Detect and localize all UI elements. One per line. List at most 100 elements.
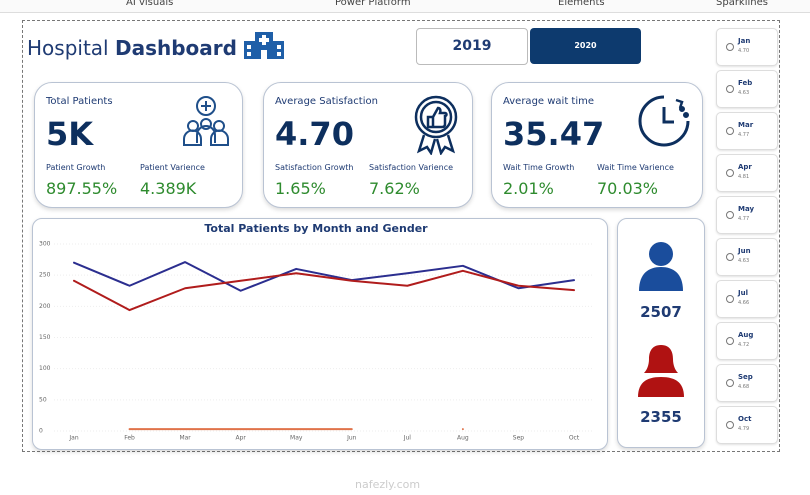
kpi-title: Average wait time xyxy=(503,96,595,107)
radio[interactable] xyxy=(726,211,734,219)
month-name: Jan xyxy=(738,37,751,45)
month-value: 4.63 xyxy=(738,90,750,96)
tab[interactable]: AI visuals xyxy=(126,0,174,8)
satisfaction-icon xyxy=(414,95,458,155)
patients-icon xyxy=(183,96,229,146)
kpi-value: 35.47 xyxy=(503,115,605,153)
kpi-label: Patient Growth xyxy=(46,163,106,172)
month-option[interactable]: Aug 4.72 xyxy=(716,322,778,360)
kpi-subvalue: 70.03% xyxy=(597,179,659,198)
radio[interactable] xyxy=(726,169,734,177)
radio[interactable] xyxy=(726,253,734,261)
chart-card: Total Patients by Month and Gender 0 50 10… xyxy=(32,218,608,450)
clock-icon xyxy=(638,95,690,147)
month-option[interactable]: Mar 4.77 xyxy=(716,112,778,150)
kpi-label: Patient Varience xyxy=(140,163,205,172)
female-count: 2355 xyxy=(640,408,682,426)
radio[interactable] xyxy=(726,379,734,387)
month-value: 4.72 xyxy=(738,342,750,348)
month-value: 4.63 xyxy=(738,258,750,264)
male-count: 2507 xyxy=(640,303,682,321)
month-name: Jul xyxy=(738,289,748,297)
y-tick-label: 200 xyxy=(39,303,51,310)
kpi-card: Average Satisfaction 4.70 Satisfaction G… xyxy=(263,82,473,208)
female-icon xyxy=(638,345,684,397)
kpi-card: Average wait time 35.47 Wait Time Growth… xyxy=(491,82,703,208)
month-value: 4.77 xyxy=(738,216,750,222)
month-name: Aug xyxy=(738,331,754,339)
month-option[interactable]: Feb 4.63 xyxy=(716,70,778,108)
month-name: Jun xyxy=(738,247,751,255)
month-value: 4.81 xyxy=(738,174,750,180)
x-tick-label: Sep xyxy=(513,435,525,442)
y-tick-label: 300 xyxy=(39,241,51,248)
month-name: Apr xyxy=(738,163,752,171)
x-tick-label: Feb xyxy=(124,435,135,442)
hospital-icon xyxy=(244,32,284,59)
x-tick-label: Oct xyxy=(569,435,580,442)
month-name: Sep xyxy=(738,373,753,381)
month-value: 4.66 xyxy=(738,300,750,306)
month-option[interactable]: Jul 4.66 xyxy=(716,280,778,318)
x-tick-label: Jan xyxy=(68,435,78,442)
month-option[interactable]: Sep 4.68 xyxy=(716,364,778,402)
kpi-value: 4.70 xyxy=(275,115,354,153)
series-line xyxy=(73,261,575,292)
month-name: May xyxy=(738,205,755,213)
month-option[interactable]: Jun 4.63 xyxy=(716,238,778,276)
month-option[interactable]: May 4.77 xyxy=(716,196,778,234)
month-option[interactable]: Oct 4.79 xyxy=(716,406,778,444)
tab[interactable]: Sparklines xyxy=(716,0,768,8)
title-bold: Dashboard xyxy=(114,36,237,60)
y-tick-label: 250 xyxy=(39,272,51,279)
x-tick-label: Jul xyxy=(403,435,412,442)
kpi-subvalue: 897.55% xyxy=(46,179,118,198)
x-tick-label: Aug xyxy=(457,435,469,442)
radio[interactable] xyxy=(726,421,734,429)
kpi-label: Satisfaction Varience xyxy=(369,163,454,172)
gender-card: 2507 2355 xyxy=(617,218,705,448)
x-tick-label: May xyxy=(290,435,303,442)
radio[interactable] xyxy=(726,85,734,93)
kpi-subvalue: 7.62% xyxy=(369,179,420,198)
month-value: 4.70 xyxy=(738,48,750,54)
radio[interactable] xyxy=(726,295,734,303)
x-tick-label: Mar xyxy=(179,435,191,442)
kpi-label: Satisfaction Growth xyxy=(275,163,354,172)
month-name: Feb xyxy=(738,79,753,87)
month-name: Mar xyxy=(738,121,754,129)
line-chart: Total Patients by Month and Gender 0 50 10… xyxy=(39,222,594,442)
year-button[interactable]: 2019 xyxy=(416,28,528,65)
month-option[interactable]: Apr 4.81 xyxy=(716,154,778,192)
x-tick-label: Apr xyxy=(235,435,246,442)
year-button-selected[interactable]: 2020 xyxy=(530,28,641,64)
chart-title: Total Patients by Month and Gender xyxy=(204,222,428,235)
month-value: 4.79 xyxy=(738,426,750,432)
dashboard-title: Hospital Dashboard xyxy=(27,36,237,60)
x-tick-label: Jun xyxy=(346,435,357,442)
y-tick-label: 0 xyxy=(39,428,43,435)
month-value: 4.68 xyxy=(738,384,750,390)
month-option[interactable]: Jan 4.70 xyxy=(716,28,778,66)
title-light: Hospital xyxy=(27,36,109,60)
month-value: 4.77 xyxy=(738,132,750,138)
radio[interactable] xyxy=(726,43,734,51)
watermark: nafezly.com xyxy=(355,478,421,491)
kpi-subvalue: 1.65% xyxy=(275,179,326,198)
ribbon-tabs xyxy=(0,0,810,13)
kpi-label: Wait Time Varience xyxy=(597,163,674,172)
radio[interactable] xyxy=(726,127,734,135)
tab[interactable]: Elements xyxy=(558,0,605,8)
kpi-title: Total Patients xyxy=(46,96,113,107)
male-icon xyxy=(639,242,683,291)
y-tick-label: 150 xyxy=(39,334,51,341)
month-name: Oct xyxy=(738,415,752,423)
y-tick-label: 100 xyxy=(39,365,51,372)
tab[interactable]: Power Platform xyxy=(335,0,411,8)
kpi-title: Average Satisfaction xyxy=(275,96,378,107)
kpi-subvalue: 4.389K xyxy=(140,179,197,198)
kpi-value: 5K xyxy=(46,115,94,153)
y-tick-label: 50 xyxy=(39,396,47,403)
radio[interactable] xyxy=(726,337,734,345)
